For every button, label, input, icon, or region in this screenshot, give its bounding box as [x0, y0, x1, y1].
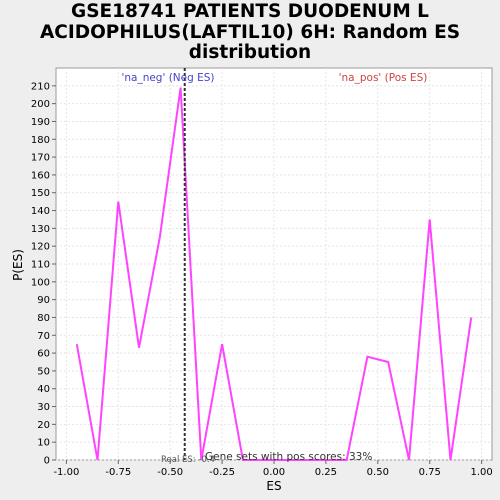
y-tick-label: 40: [37, 384, 50, 395]
y-tick-label: 160: [31, 170, 50, 181]
neg-es-label: 'na_neg' (Neg ES): [121, 72, 214, 84]
y-tick-label: 20: [37, 420, 50, 431]
y-tick-label: 70: [37, 331, 50, 342]
x-tick-label: 1.00: [470, 467, 492, 478]
y-tick-label: 120: [31, 242, 50, 253]
y-tick-label: 30: [37, 402, 50, 413]
x-tick-label: 0.75: [419, 467, 441, 478]
y-tick-label: 50: [37, 366, 50, 377]
chart-title-line-3: distribution: [188, 42, 312, 63]
y-tick-label: 200: [31, 99, 50, 110]
axes: 0 10 20 30 40 50 60 70 80 90 100 110 120 130 140 150 160…: [31, 81, 493, 478]
y-tick-label: 140: [31, 206, 50, 217]
y-tick-label: 60: [37, 349, 50, 360]
x-tick-label: -0.75: [105, 467, 131, 478]
x-axis-label: ES: [266, 479, 281, 493]
y-tick-label: 100: [31, 277, 50, 288]
y-tick-label: 130: [31, 224, 50, 235]
y-tick-label: 190: [31, 117, 50, 128]
gene-sets-label: Gene sets with pos scores: 33%: [205, 451, 372, 463]
y-tick-label: 170: [31, 153, 50, 164]
y-tick-label: 210: [31, 81, 50, 92]
y-tick-label: 110: [31, 260, 50, 271]
x-tick-label: 0.25: [315, 467, 337, 478]
chart-title: GSE18741 PATIENTS DUODENUM L ACIDOPHILUS…: [0, 1, 500, 64]
pos-es-label: 'na_pos' (Pos ES): [339, 72, 428, 84]
x-tick-label: -0.25: [209, 467, 235, 478]
y-tick-label: 180: [31, 135, 50, 146]
x-tick-label: -0.50: [157, 467, 183, 478]
y-tick-label: 0: [44, 456, 50, 467]
y-tick-label: 90: [37, 295, 50, 306]
real-es-label: Real ES: -0.4: [161, 455, 215, 465]
y-tick-label: 80: [37, 313, 50, 324]
x-tick-label: -1.00: [53, 467, 79, 478]
chart-title-line-1: GSE18741 PATIENTS DUODENUM L: [71, 1, 429, 22]
y-tick-label: 150: [31, 188, 50, 199]
y-tick-label: 10: [37, 438, 50, 449]
chart-title-line-2: ACIDOPHILUS(LAFTIL10) 6H: Random ES: [39, 21, 461, 43]
x-tick-label: 0.00: [263, 467, 285, 478]
grid: [56, 68, 492, 461]
y-axis-label: P(ES): [11, 249, 25, 281]
x-tick-label: 0.50: [367, 467, 389, 478]
